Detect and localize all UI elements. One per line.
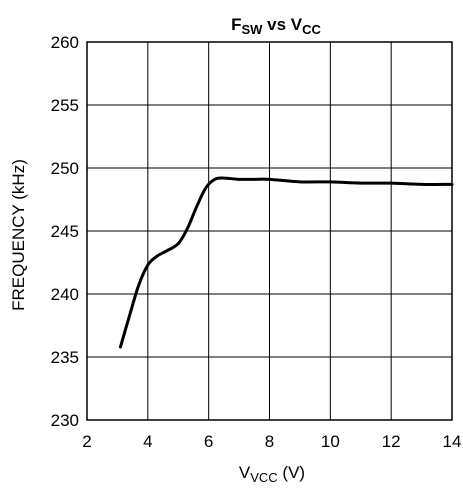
x-tick-label-6: 6 bbox=[204, 432, 213, 451]
x-tick-label-12: 12 bbox=[382, 432, 401, 451]
x-tick-label-8: 8 bbox=[265, 432, 274, 451]
title-mid-subscript: CC bbox=[302, 22, 321, 37]
series-line-0 bbox=[118, 176, 454, 349]
series-layer bbox=[118, 176, 454, 349]
title-main-subscript: SW bbox=[241, 22, 263, 37]
y-tick-label-250: 250 bbox=[51, 159, 79, 178]
x-tick-label-2: 2 bbox=[82, 432, 91, 451]
x-axis-label-subscript: VCC bbox=[250, 470, 277, 485]
plot-frame bbox=[86, 41, 453, 421]
x-axis-label-main: V bbox=[239, 463, 251, 482]
x-axis-label-unit: (V) bbox=[278, 463, 305, 482]
x-tick-label-4: 4 bbox=[143, 432, 152, 451]
title-mid: vs V bbox=[262, 15, 302, 34]
y-axis-label: FREQUENCY (kHz) bbox=[9, 159, 28, 311]
x-axis-label: VVCC (V) bbox=[239, 463, 305, 485]
tick-labels: 2 4 6 8 10 12 14 230 235 240 245 250 255 260 bbox=[51, 33, 462, 451]
y-tick-label-235: 235 bbox=[51, 348, 79, 367]
y-tick-label-245: 245 bbox=[51, 222, 79, 241]
x-tick-label-14: 14 bbox=[443, 432, 462, 451]
x-tick-label-10: 10 bbox=[321, 432, 340, 451]
y-tick-label-230: 230 bbox=[51, 411, 79, 430]
chart-title: FSW vs VCC bbox=[231, 15, 321, 37]
y-tick-label-260: 260 bbox=[51, 33, 79, 52]
title-main: F bbox=[231, 15, 241, 34]
y-tick-label-240: 240 bbox=[51, 285, 79, 304]
y-tick-label-255: 255 bbox=[51, 96, 79, 115]
grid-lines bbox=[86, 41, 453, 421]
